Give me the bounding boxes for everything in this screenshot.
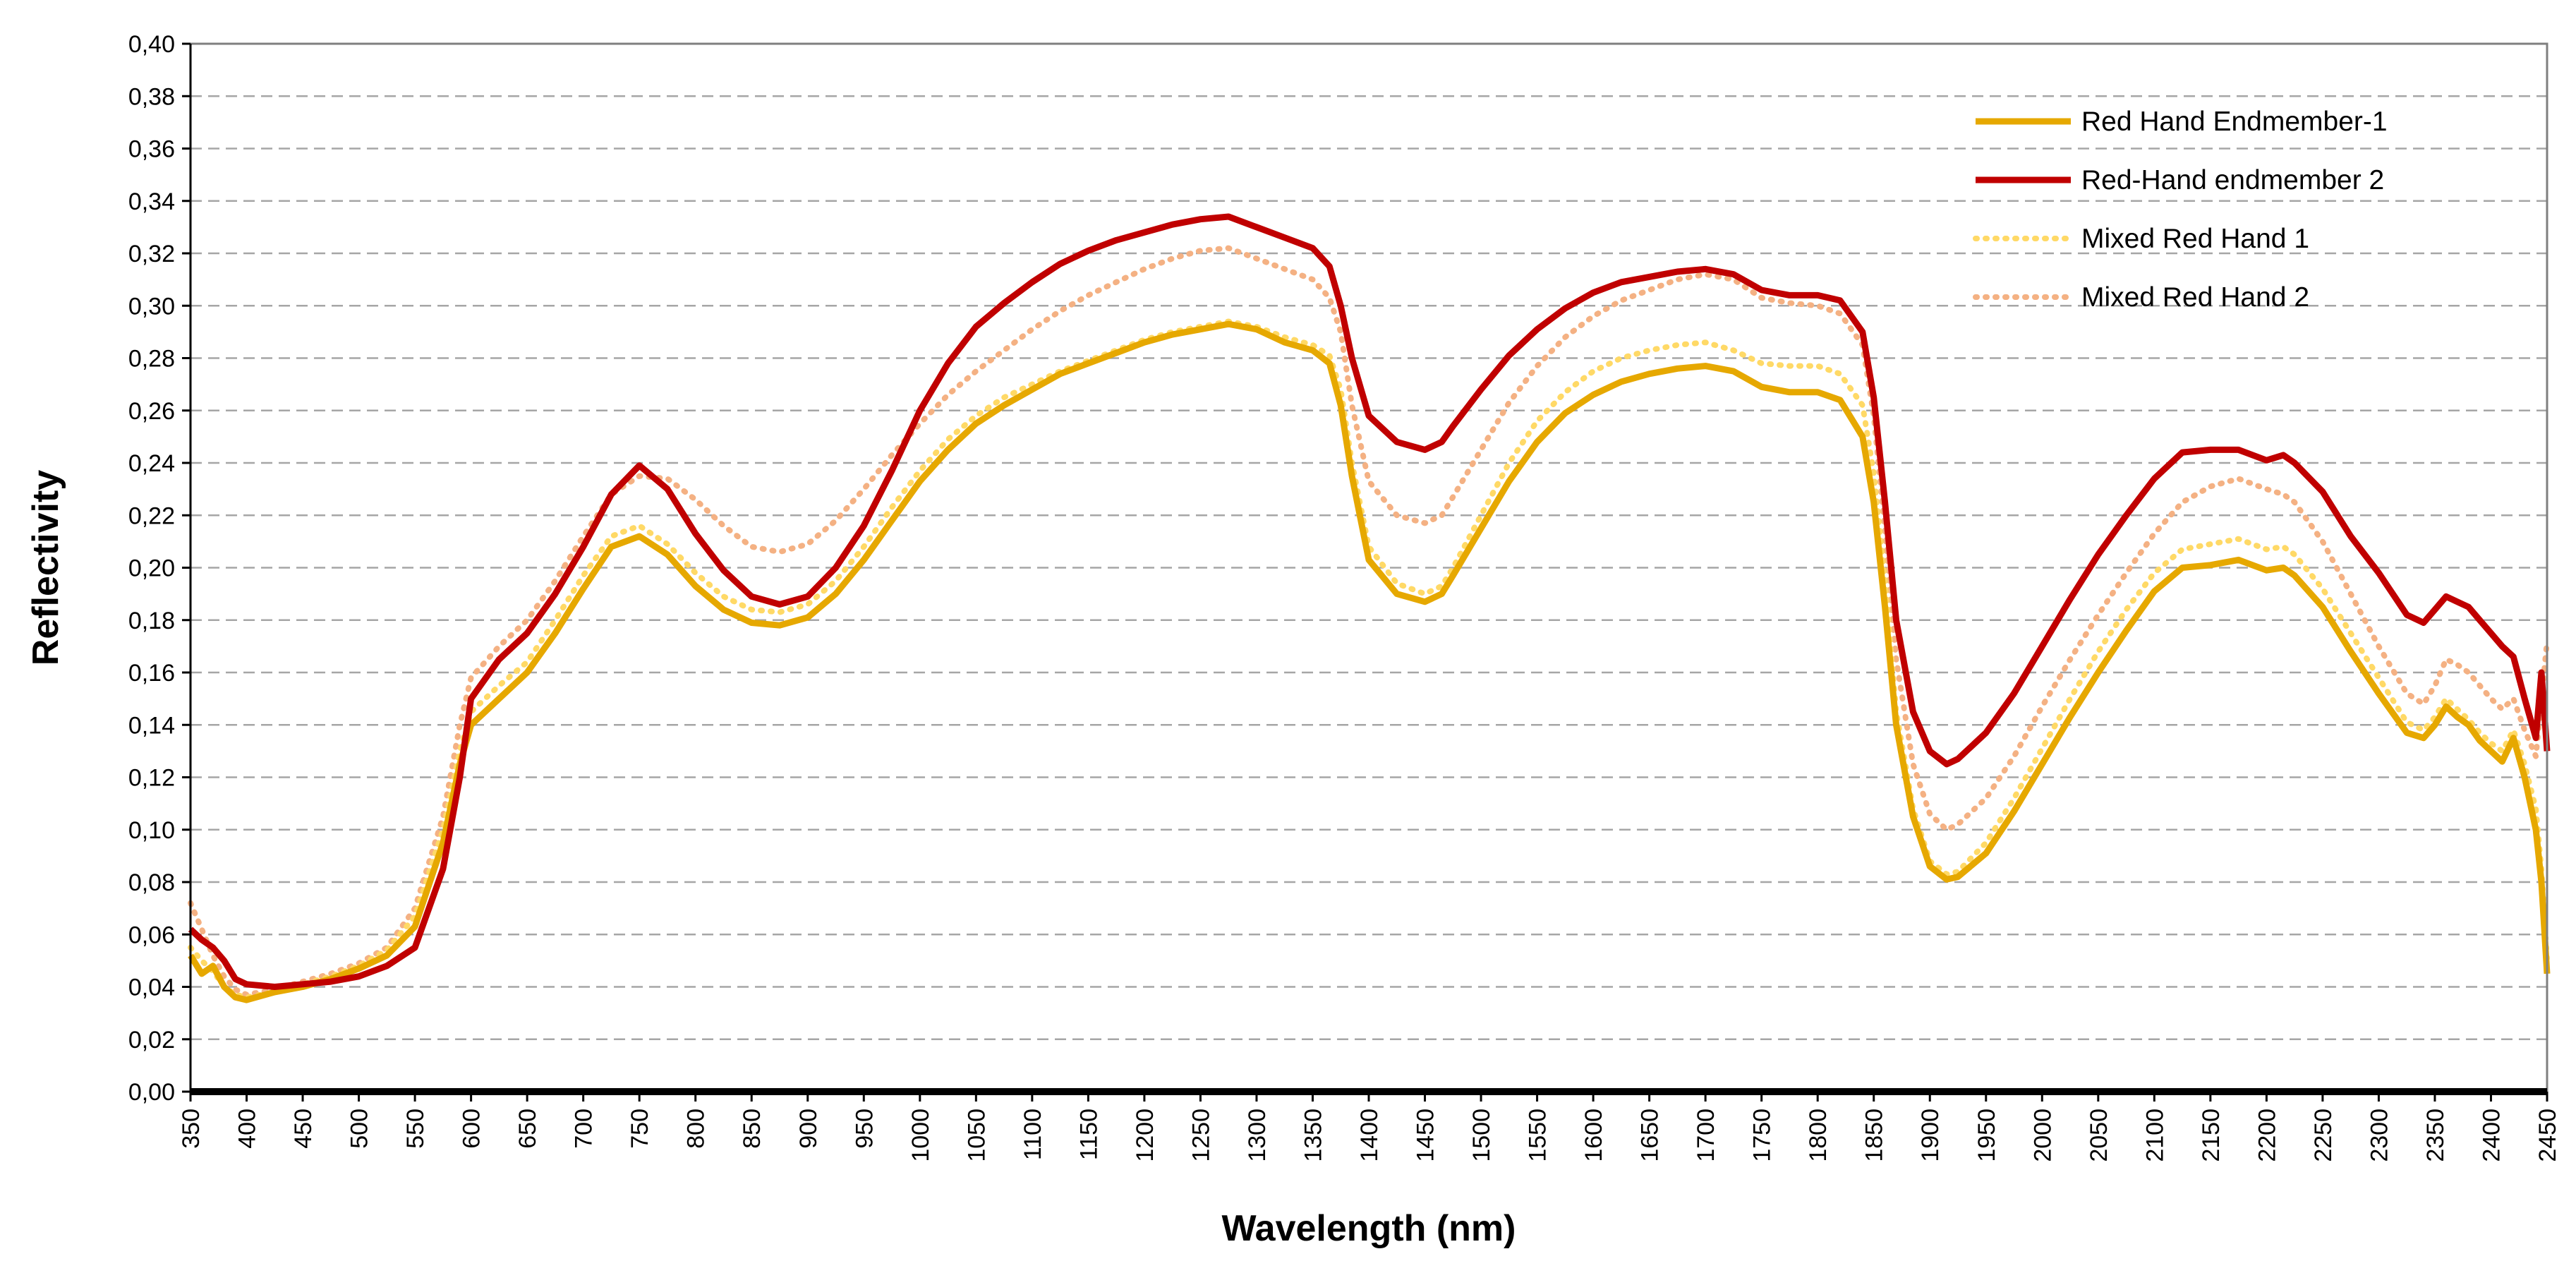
legend-label: Mixed Red Hand 2 xyxy=(2081,282,2309,313)
legend-label: Mixed Red Hand 1 xyxy=(2081,224,2309,254)
x-tick-label: 350 xyxy=(178,1109,205,1149)
series-line-4 xyxy=(188,245,2550,998)
y-tick-label: 0,26 xyxy=(128,398,175,425)
x-tick-label: 2250 xyxy=(2310,1109,2337,1162)
x-tick-label: 1950 xyxy=(1973,1109,2000,1162)
x-tick-label: 1300 xyxy=(1244,1109,1271,1162)
x-tick-label: 450 xyxy=(290,1109,317,1149)
x-tick-label: 2400 xyxy=(2478,1109,2505,1162)
x-tick-label: 700 xyxy=(571,1109,598,1149)
x-tick-label: 1250 xyxy=(1187,1109,1214,1162)
x-tick-label: 1150 xyxy=(1075,1109,1102,1160)
x-tick-label: 1050 xyxy=(963,1109,990,1162)
y-tick-label: 0,40 xyxy=(128,31,175,58)
y-tick-label: 0,08 xyxy=(128,869,175,896)
x-tick-label: 2000 xyxy=(2029,1109,2056,1162)
y-tick-label: 0,20 xyxy=(128,555,175,582)
y-tick-labels: 0,00 0,02 0,04 0,06 0,08 0,10 0,12 0,14 0,16 0,18… xyxy=(128,31,191,1106)
y-tick-label: 0,12 xyxy=(128,765,175,792)
x-tick-label: 1800 xyxy=(1805,1109,1832,1162)
x-tick-label: 1200 xyxy=(1132,1109,1159,1162)
x-tick-label: 2100 xyxy=(2141,1109,2168,1162)
x-tick-label: 2050 xyxy=(2086,1109,2112,1162)
x-tick-label: 850 xyxy=(739,1109,766,1149)
x-tick-label: 950 xyxy=(851,1109,878,1149)
series-line-2 xyxy=(188,213,2551,990)
y-tick-label: 0,24 xyxy=(128,450,175,477)
y-tick-label: 0,28 xyxy=(128,346,175,373)
x-axis-title: Wavelength (nm) xyxy=(1222,1208,1516,1249)
x-tick-label: 2300 xyxy=(2366,1109,2393,1162)
grid-lines xyxy=(191,95,2547,1040)
legend: Red Hand Endmember-1 Red-Hand endmember 2… xyxy=(1973,107,2388,313)
y-tick-label: 0,34 xyxy=(128,188,175,215)
x-tick-label: 1000 xyxy=(907,1109,934,1162)
x-tick-label: 1450 xyxy=(1413,1109,1439,1162)
y-tick-label: 0,18 xyxy=(128,608,175,634)
x-tick-label: 2450 xyxy=(2534,1109,2561,1162)
x-tick-label: 600 xyxy=(459,1109,485,1149)
y-tick-label: 0,16 xyxy=(128,660,175,687)
x-tick-label: 550 xyxy=(402,1109,429,1149)
y-tick-label: 0,02 xyxy=(128,1027,175,1054)
y-tick-label: 0,06 xyxy=(128,922,175,948)
x-tick-label: 1750 xyxy=(1749,1109,1776,1162)
x-tick-label: 2150 xyxy=(2198,1109,2225,1162)
y-tick-label: 0,14 xyxy=(128,712,175,739)
y-tick-label: 0,00 xyxy=(128,1079,175,1106)
x-tick-label: 1550 xyxy=(1525,1109,1552,1162)
series-line-3 xyxy=(188,318,2550,1001)
legend-label: Red-Hand endmember 2 xyxy=(2081,165,2384,195)
x-tick-label: 800 xyxy=(683,1109,710,1149)
y-tick-label: 0,36 xyxy=(128,136,175,163)
series-lines xyxy=(188,213,2551,1003)
x-tick-label: 1850 xyxy=(1861,1109,1888,1162)
x-tick-label: 750 xyxy=(627,1109,653,1149)
y-tick-label: 0,10 xyxy=(128,817,175,844)
y-tick-label: 0,38 xyxy=(128,83,175,110)
x-tick-label: 1350 xyxy=(1300,1109,1326,1162)
y-tick-label: 0,30 xyxy=(128,293,175,320)
x-tick-label: 1600 xyxy=(1580,1109,1607,1162)
x-tick-label: 1650 xyxy=(1637,1109,1664,1162)
y-axis-title: Reflectivity xyxy=(25,470,66,666)
x-tick-label: 2350 xyxy=(2422,1109,2449,1162)
y-tick-label: 0,04 xyxy=(128,975,175,1001)
x-tick-label: 1900 xyxy=(1917,1109,1944,1162)
y-tick-label: 0,32 xyxy=(128,241,175,267)
series-line-1 xyxy=(188,320,2551,1003)
x-tick-label: 1500 xyxy=(1468,1109,1495,1162)
legend-label: Red Hand Endmember-1 xyxy=(2081,107,2388,137)
x-tick-labels: 350 400 450 500 550 600 650 700 750 800 850 900 950 1… xyxy=(178,1092,2561,1162)
x-tick-label: 400 xyxy=(234,1109,261,1149)
x-tick-label: 1100 xyxy=(1020,1109,1046,1160)
x-tick-label: 2200 xyxy=(2254,1109,2280,1162)
x-tick-label: 650 xyxy=(514,1109,541,1149)
x-tick-label: 1700 xyxy=(1693,1109,1719,1162)
x-tick-label: 900 xyxy=(795,1109,822,1149)
x-tick-label: 1400 xyxy=(1356,1109,1383,1162)
y-tick-label: 0,22 xyxy=(128,502,175,529)
x-tick-label: 500 xyxy=(346,1109,373,1149)
